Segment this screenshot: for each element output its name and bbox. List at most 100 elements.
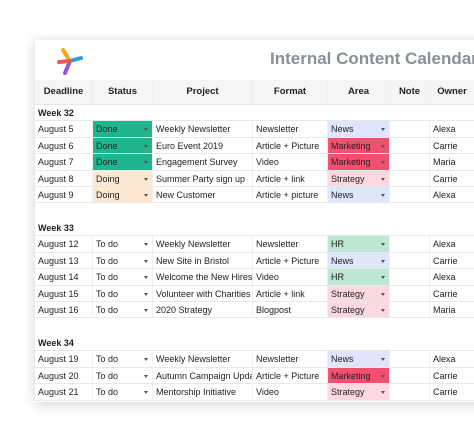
format-cell: Newsletter <box>253 351 328 368</box>
note-cell <box>390 137 430 155</box>
project-cell: Euro Event 2019 <box>153 137 253 155</box>
deadline-cell: August 8 <box>35 170 93 187</box>
note-cell <box>390 302 430 319</box>
column-header: Project <box>153 80 253 105</box>
project-cell: New Customer <box>153 187 253 204</box>
project-cell: Volunteer with Charities <box>153 285 253 302</box>
status-cell: To do <box>93 351 153 368</box>
deadline-cell: August 5 <box>35 121 93 138</box>
deadline-cell: August 9 <box>35 187 93 204</box>
note-cell <box>390 252 430 270</box>
format-cell: Video <box>253 269 328 286</box>
note-cell <box>390 170 430 187</box>
format-cell: Article + link <box>253 170 328 187</box>
logo <box>57 48 83 75</box>
status-cell: To do <box>93 285 153 302</box>
note-cell <box>390 236 430 253</box>
format-cell: Article + Picture <box>253 137 328 155</box>
area-cell: Marketing <box>328 154 390 171</box>
area-cell: Strategy <box>328 285 390 302</box>
area-cell: News <box>328 351 390 368</box>
project-cell: 2020 Strategy <box>153 302 253 319</box>
status-cell: To do <box>93 302 153 319</box>
owner-cell: Carrie <box>430 138 474 155</box>
owner-cell: Alexa <box>430 187 474 204</box>
note-cell <box>390 384 430 401</box>
column-header: Deadline <box>35 80 93 105</box>
owner-cell: Alexa <box>430 269 474 286</box>
project-cell: Summer Party sign up <box>153 170 253 187</box>
owner-cell: Carrie <box>430 368 474 385</box>
status-cell: Done <box>93 121 153 138</box>
format-cell: Newsletter <box>253 236 328 253</box>
project-cell: Weekly Newsletter <box>153 236 253 253</box>
owner-cell: Alexa <box>430 351 474 368</box>
owner-cell: Carrie <box>430 384 474 401</box>
status-cell: To do <box>93 269 153 286</box>
note-cell <box>390 351 430 368</box>
project-cell: Mentorship Initiative <box>153 384 253 401</box>
area-cell: Marketing <box>328 137 390 155</box>
deadline-cell: August 14 <box>35 269 93 286</box>
column-header: Note <box>390 80 430 105</box>
format-cell: Video <box>253 154 328 171</box>
format-cell: Article + link <box>253 285 328 302</box>
area-cell: News <box>328 187 390 204</box>
status-cell: To do <box>93 367 153 385</box>
note-cell <box>390 187 430 204</box>
column-header: Owner <box>430 80 474 105</box>
note-cell <box>390 285 430 302</box>
project-cell: Weekly Newsletter <box>153 351 253 368</box>
week-label: Week 33 <box>35 220 474 237</box>
owner-cell: Alexa <box>430 121 474 138</box>
note-cell <box>390 367 430 385</box>
deadline-cell: August 21 <box>35 384 93 401</box>
format-cell: Blogpost <box>253 302 328 319</box>
status-cell: To do <box>93 384 153 401</box>
deadline-cell: August 6 <box>35 137 93 155</box>
area-cell: News <box>328 252 390 270</box>
status-cell: Done <box>93 154 153 171</box>
format-cell: Newsletter <box>253 121 328 138</box>
area-cell: News <box>328 121 390 138</box>
deadline-cell: August 12 <box>35 236 93 253</box>
status-cell: To do <box>93 236 153 253</box>
area-cell: Marketing <box>328 367 390 385</box>
calendar-card: Internal Content Calendar Deadline Status… <box>35 40 474 402</box>
format-cell: Article + Picture <box>253 367 328 385</box>
format-cell: Article + picture <box>253 187 328 204</box>
week-label: Week 34 <box>35 335 474 352</box>
deadline-cell: August 15 <box>35 285 93 302</box>
sheet-title: Internal Content Calendar <box>270 49 474 68</box>
area-cell: HR <box>328 236 390 253</box>
project-cell: Welcome the New Hires <box>153 269 253 286</box>
status-cell: Doing <box>93 170 153 187</box>
format-cell: Video <box>253 384 328 401</box>
area-cell: Strategy <box>328 170 390 187</box>
deadline-cell: August 13 <box>35 252 93 270</box>
column-header: Status <box>93 80 153 105</box>
owner-cell: Carrie <box>430 253 474 270</box>
deadline-cell: August 16 <box>35 302 93 319</box>
status-cell: Doing <box>93 187 153 204</box>
note-cell <box>390 121 430 138</box>
area-cell: HR <box>328 269 390 286</box>
owner-cell: Alexa <box>430 236 474 253</box>
week-label: Week 32 <box>35 105 474 122</box>
owner-cell: Maria <box>430 154 474 171</box>
owner-cell: Carrie <box>430 286 474 302</box>
status-cell: To do <box>93 252 153 270</box>
project-cell: Engagement Survey <box>153 154 253 171</box>
area-cell: Strategy <box>328 302 390 319</box>
note-cell <box>390 269 430 286</box>
column-header: Format <box>253 80 328 105</box>
project-cell: Weekly Newsletter <box>153 121 253 138</box>
note-cell <box>390 154 430 171</box>
deadline-cell: August 19 <box>35 351 93 368</box>
owner-cell: Carrie <box>430 171 474 187</box>
area-cell: Strategy <box>328 384 390 401</box>
status-cell: Done <box>93 137 153 155</box>
project-cell: Autumn Campaign Upda <box>153 367 253 385</box>
format-cell: Article + Picture <box>253 252 328 270</box>
